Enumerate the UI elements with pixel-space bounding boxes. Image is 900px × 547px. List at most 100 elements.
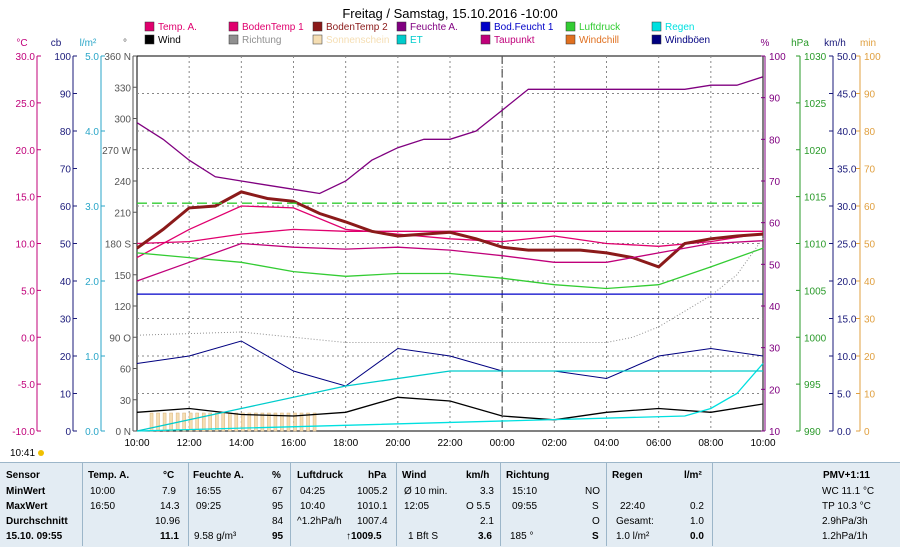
table-divider (606, 462, 607, 546)
legend-label: ET (410, 35, 423, 46)
cur-feuchte-label: 9.58 g/m³ (194, 531, 237, 542)
axis-tick-label: 15.0 (16, 193, 36, 204)
summary-table: Sensor Temp. A. °C Feuchte A. % Luftdruc… (0, 462, 900, 547)
legend-swatch (312, 21, 323, 32)
sunshine-bar (247, 412, 252, 432)
max-feuchte: 95 (272, 501, 284, 512)
series-line (136, 190, 764, 269)
x-tick-label: 00:00 (490, 438, 515, 449)
axis-tick-label: 30.0 (16, 52, 36, 63)
chart-title: Freitag / Samstag, 15.10.2016 -10:00 (342, 6, 557, 21)
axis-tick-label: -10.0 (12, 427, 35, 438)
x-tick-label: 12:00 (177, 438, 202, 449)
sunshine-bar (195, 412, 199, 432)
axis-unit-label: ° (123, 38, 127, 49)
axis-tick-label: 0.0 (837, 427, 851, 438)
axis-tick-label: 70 (769, 177, 781, 188)
legend-label: Sonnenschein (326, 35, 389, 46)
cur-regen-label: 1.0 l/m² (616, 531, 650, 542)
max-extra: TP 10.3 °C (822, 501, 871, 512)
sunshine-bar (273, 412, 278, 432)
x-tick-label: 02:00 (542, 438, 567, 449)
sunshine-bar (208, 412, 212, 432)
axis-tick-label: 45.0 (837, 90, 857, 101)
sunshine-bar (188, 412, 193, 432)
axis-tick-label: 30 (60, 315, 72, 326)
time-marker-label: 10:41 (10, 448, 35, 459)
legend-label: Bod.Feucht 1 (494, 22, 554, 33)
header-luftdruck: Luftdruck (297, 470, 344, 481)
axis-tick-label: 1020 (804, 146, 827, 157)
sunshine-bar (293, 412, 297, 432)
axis-tick-label: 30 (120, 396, 132, 407)
series-line (136, 340, 764, 387)
axis-tick-label: 90 (60, 90, 72, 101)
table-divider (712, 462, 713, 546)
header-luftdruck-unit: hPa (368, 470, 387, 481)
axis-tick-label: 80 (864, 127, 876, 138)
axis-tick-label: 150 (114, 271, 131, 282)
axis-tick-label: 80 (60, 127, 72, 138)
max-druck: 1010.1 (357, 501, 388, 512)
axis-tick-label: 70 (864, 165, 876, 176)
axis-tick-label: 1.0 (85, 352, 99, 363)
axis-tick-label: 180 S (105, 240, 131, 251)
axis-tick-label: 40 (60, 277, 72, 288)
legend-swatch (565, 34, 576, 45)
axis-tick-label: 4.0 (85, 127, 99, 138)
table-divider (188, 462, 189, 546)
min-feuchte: 67 (272, 486, 284, 497)
series-line (136, 240, 764, 282)
header-temp-unit: °C (163, 470, 175, 481)
axis-tick-label: 0 (65, 427, 71, 438)
x-tick-label: 08:00 (698, 438, 723, 449)
axis-tick-label: 10.0 (16, 240, 36, 251)
header-sensor: Sensor (6, 470, 40, 481)
axis-tick-label: 40.0 (837, 127, 857, 138)
x-tick-label: 14:00 (229, 438, 254, 449)
legend-label: Taupunkt (494, 35, 535, 46)
min-wind-label: Ø 10 min. (404, 486, 448, 497)
axis-tick-label: 995 (804, 380, 821, 391)
legend-label: BodenTemp 1 (242, 22, 304, 33)
axis-tick-label: 10.0 (837, 352, 857, 363)
axis-tick-label: 25.0 (16, 99, 36, 110)
axis-tick-label: 1015 (804, 193, 827, 204)
axis-tick-label: 20.0 (837, 277, 857, 288)
x-tick-label: 16:00 (281, 438, 306, 449)
axis-tick-label: 100 (769, 52, 786, 63)
legend-swatch (651, 34, 662, 45)
sunshine-bar (254, 412, 258, 432)
legend-swatch (651, 21, 662, 32)
axis-tick-label: 1030 (804, 52, 827, 63)
axis-unit-label: hPa (791, 38, 809, 49)
max-richtung-time: 09:55 (512, 501, 538, 512)
axis-tick-label: 360 N (104, 52, 131, 63)
axis-tick-label: 20 (60, 352, 72, 363)
sunshine-bar (162, 412, 167, 432)
axis-tick-label: 50.0 (837, 52, 857, 63)
cur-regen: 0.0 (690, 531, 704, 542)
min-temp-time: 10:00 (90, 486, 116, 497)
legend-swatch (144, 34, 155, 45)
axis-tick-label: 15.0 (837, 315, 857, 326)
sunshine-bar (267, 412, 271, 432)
axis-tick-label: 50 (769, 260, 781, 271)
table-divider (396, 462, 397, 546)
cur-richtung-label: 185 ° (510, 531, 534, 542)
cur-wind: 3.6 (478, 531, 492, 542)
min-extra: WC 11.1 °C (822, 486, 875, 497)
x-tick-label: 10:00 (750, 438, 775, 449)
axis-tick-label: 5.0 (85, 52, 99, 63)
header-temp: Temp. A. (88, 470, 130, 481)
cur-extra: 1.2hPa/1h (822, 531, 868, 542)
axis-tick-label: 3.0 (85, 202, 99, 213)
header-richtung: Richtung (506, 470, 550, 481)
legend-label: Luftdruck (579, 22, 621, 33)
legend-label: Wind (158, 35, 181, 46)
axis-tick-label: 100 (864, 52, 881, 63)
axis-tick-label: 300 (114, 115, 131, 126)
axis-unit-label: °C (16, 38, 27, 49)
axis-headers: °C cb l/m² °% hPa km/h min (16, 38, 876, 49)
